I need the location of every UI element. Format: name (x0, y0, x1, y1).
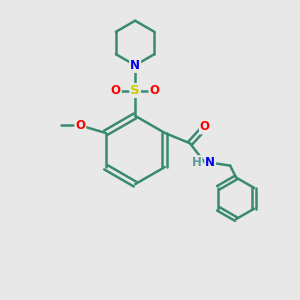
Text: O: O (111, 84, 121, 97)
Text: S: S (130, 84, 140, 97)
Text: O: O (200, 121, 210, 134)
Text: H: H (192, 156, 202, 169)
Text: N: N (130, 59, 140, 72)
Text: O: O (75, 119, 85, 132)
Text: N: N (130, 59, 140, 72)
Text: N: N (205, 156, 215, 169)
Text: O: O (149, 84, 160, 97)
